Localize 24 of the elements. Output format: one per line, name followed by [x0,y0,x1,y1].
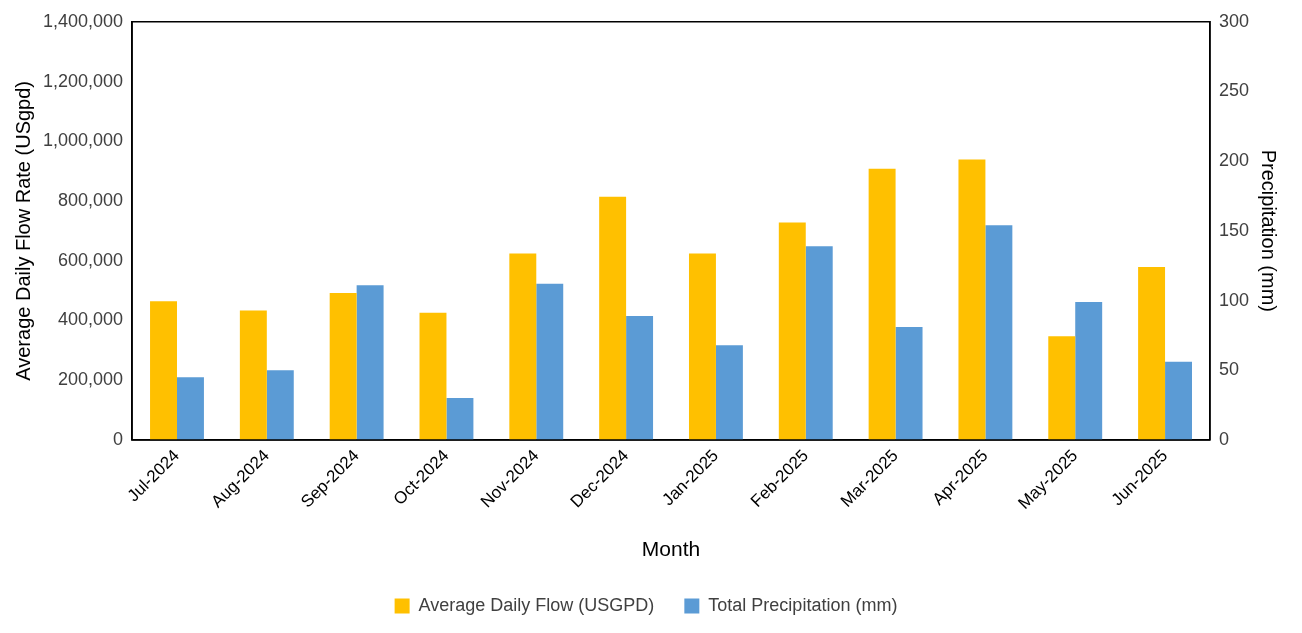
y-tick-label: 1,400,000 [43,10,124,31]
y2-tick-label: 250 [1218,80,1250,101]
y-tick-label: 400,000 [58,309,124,330]
y2-tick-label: 100 [1218,289,1250,310]
bar [1138,267,1166,440]
y-tick-label: 1,200,000 [43,70,124,91]
bar [150,301,177,440]
y-tick-label: 200,000 [58,369,124,390]
y2-tick-label: 150 [1218,219,1250,240]
bar [868,168,896,440]
y2-tick-label: 0 [1218,428,1229,449]
y2-tick-label: 300 [1218,10,1250,31]
y-tick-label: 800,000 [58,189,124,210]
x-axis-title: Month [641,537,701,561]
legend-label: Total Precipitation (mm) [708,594,898,615]
y-tick-label: 0 [113,428,124,449]
y-tick-label: 1,000,000 [43,130,124,151]
y2-tick-label: 200 [1218,150,1250,171]
y2-tick-label: 50 [1218,359,1239,380]
legend-label: Average Daily Flow (USGPD) [418,594,655,615]
y2-axis-title: Precipitation (mm) [1258,149,1281,312]
y-axis-title: Average Daily Flow Rate (USgpd) [11,80,34,381]
bar [419,312,447,440]
y-tick-label: 600,000 [58,249,124,270]
